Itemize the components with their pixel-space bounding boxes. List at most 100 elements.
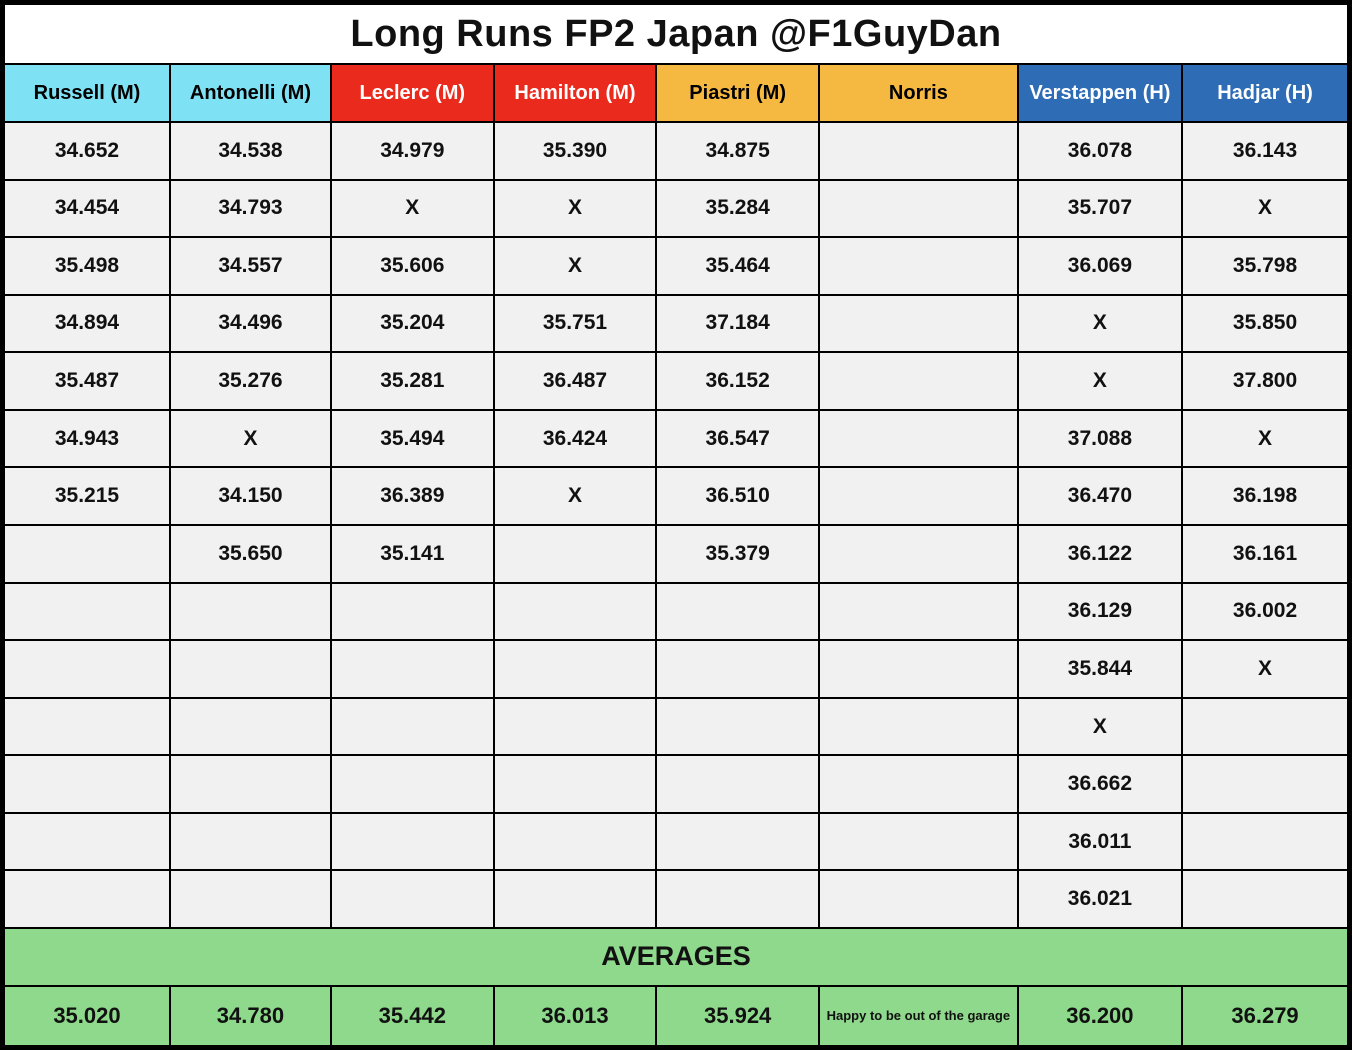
lap-time-cell bbox=[5, 641, 169, 697]
average-cell-verstappen: 36.200 bbox=[1018, 986, 1182, 1045]
lap-time-cell bbox=[331, 871, 493, 928]
lap-time-cell: 36.424 bbox=[494, 410, 656, 467]
lap-time-cell bbox=[819, 526, 1017, 582]
lap-time-cell bbox=[331, 813, 493, 870]
lap-time-cell: 35.850 bbox=[1183, 295, 1347, 352]
lap-time-cell: X bbox=[1018, 295, 1182, 352]
lap-time-cell: 35.284 bbox=[657, 180, 818, 237]
lap-time-cell bbox=[494, 583, 656, 640]
lap-time-cell: 36.389 bbox=[331, 468, 493, 524]
lap-time-cell: 36.161 bbox=[1183, 526, 1347, 582]
lap-time-cell bbox=[1183, 698, 1347, 755]
lap-time-cell bbox=[819, 295, 1017, 352]
lap-time-cell bbox=[170, 813, 330, 870]
lap-time-cell: 36.510 bbox=[657, 468, 818, 524]
lap-time-cell: 36.122 bbox=[1018, 526, 1182, 582]
column-header-russell: Russell (M) bbox=[5, 65, 169, 121]
lap-time-cell: X bbox=[1018, 353, 1182, 409]
lap-time-cell: X bbox=[1018, 698, 1182, 755]
lap-time-cell bbox=[819, 468, 1017, 524]
lap-time-cell bbox=[5, 526, 169, 582]
lap-time-cell: 35.281 bbox=[331, 353, 493, 409]
lap-time-cell: X bbox=[494, 238, 656, 294]
lap-time-cell bbox=[819, 122, 1017, 179]
lap-time-cell: 35.390 bbox=[494, 122, 656, 179]
lap-time-cell: 36.002 bbox=[1183, 583, 1347, 640]
lap-time-cell: X bbox=[1183, 410, 1347, 467]
lap-time-cell bbox=[170, 756, 330, 812]
lap-time-cell bbox=[1183, 813, 1347, 870]
lap-time-cell: 35.464 bbox=[657, 238, 818, 294]
lap-time-cell bbox=[819, 871, 1017, 928]
lap-time-cell bbox=[331, 583, 493, 640]
lap-time-cell bbox=[819, 180, 1017, 237]
lap-time-cell bbox=[657, 871, 818, 928]
average-cell-piastri: 35.924 bbox=[657, 986, 818, 1045]
lap-time-cell: 36.143 bbox=[1183, 122, 1347, 179]
average-cell-leclerc: 35.442 bbox=[331, 986, 493, 1045]
lap-time-cell bbox=[494, 813, 656, 870]
lap-time-cell: 35.707 bbox=[1018, 180, 1182, 237]
lap-time-cell: 34.894 bbox=[5, 295, 169, 352]
lap-time-cell bbox=[170, 871, 330, 928]
lap-time-cell: 35.379 bbox=[657, 526, 818, 582]
average-cell-antonelli: 34.780 bbox=[170, 986, 330, 1045]
lap-time-cell bbox=[5, 583, 169, 640]
lap-time-cell: 34.557 bbox=[170, 238, 330, 294]
lap-time-cell bbox=[170, 641, 330, 697]
lap-time-cell: 34.979 bbox=[331, 122, 493, 179]
lap-time-cell: 34.943 bbox=[5, 410, 169, 467]
lap-time-cell: 36.487 bbox=[494, 353, 656, 409]
lap-time-cell: 34.875 bbox=[657, 122, 818, 179]
lap-time-cell: 34.150 bbox=[170, 468, 330, 524]
column-header-hamilton: Hamilton (M) bbox=[494, 65, 656, 121]
lap-time-cell: 35.215 bbox=[5, 468, 169, 524]
lap-time-cell bbox=[819, 813, 1017, 870]
lap-time-cell: 35.141 bbox=[331, 526, 493, 582]
lap-time-cell: X bbox=[331, 180, 493, 237]
lap-time-cell: 34.454 bbox=[5, 180, 169, 237]
norris-note: Happy to be out of the garage bbox=[819, 986, 1017, 1045]
lap-time-cell: 35.276 bbox=[170, 353, 330, 409]
page-title: Long Runs FP2 Japan @F1GuyDan bbox=[5, 5, 1347, 64]
lap-time-cell bbox=[5, 871, 169, 928]
lap-time-cell bbox=[494, 526, 656, 582]
lap-time-cell: X bbox=[170, 410, 330, 467]
lap-time-cell: 35.498 bbox=[5, 238, 169, 294]
lap-time-cell: 36.069 bbox=[1018, 238, 1182, 294]
lap-time-cell bbox=[819, 410, 1017, 467]
lap-time-cell bbox=[819, 353, 1017, 409]
lap-time-cell: 34.496 bbox=[170, 295, 330, 352]
lap-time-cell bbox=[170, 698, 330, 755]
lap-time-cell bbox=[331, 756, 493, 812]
lap-time-cell bbox=[494, 698, 656, 755]
average-cell-russell: 35.020 bbox=[5, 986, 169, 1045]
lap-time-cell: 35.650 bbox=[170, 526, 330, 582]
lap-time-cell bbox=[331, 698, 493, 755]
lap-time-cell bbox=[331, 641, 493, 697]
lap-time-cell: 34.538 bbox=[170, 122, 330, 179]
column-header-hadjar: Hadjar (H) bbox=[1183, 65, 1347, 121]
lap-time-cell: 36.021 bbox=[1018, 871, 1182, 928]
column-header-norris: Norris bbox=[819, 65, 1017, 121]
lap-time-cell: X bbox=[1183, 641, 1347, 697]
lap-time-cell: 36.152 bbox=[657, 353, 818, 409]
lap-time-cell: 36.198 bbox=[1183, 468, 1347, 524]
lap-time-cell bbox=[819, 238, 1017, 294]
lap-time-cell: 35.487 bbox=[5, 353, 169, 409]
lap-time-cell: 36.078 bbox=[1018, 122, 1182, 179]
lap-time-cell: 37.800 bbox=[1183, 353, 1347, 409]
column-header-antonelli: Antonelli (M) bbox=[170, 65, 330, 121]
lap-time-cell: 36.547 bbox=[657, 410, 818, 467]
lap-time-cell: 36.662 bbox=[1018, 756, 1182, 812]
average-cell-hadjar: 36.279 bbox=[1183, 986, 1347, 1045]
lap-time-cell bbox=[657, 756, 818, 812]
lap-time-cell: 34.652 bbox=[5, 122, 169, 179]
lap-time-cell: X bbox=[494, 180, 656, 237]
lap-time-cell bbox=[494, 641, 656, 697]
lap-time-cell: 35.751 bbox=[494, 295, 656, 352]
lap-time-cell: 35.798 bbox=[1183, 238, 1347, 294]
column-header-leclerc: Leclerc (M) bbox=[331, 65, 493, 121]
lap-time-cell bbox=[494, 871, 656, 928]
lap-time-cell bbox=[657, 583, 818, 640]
